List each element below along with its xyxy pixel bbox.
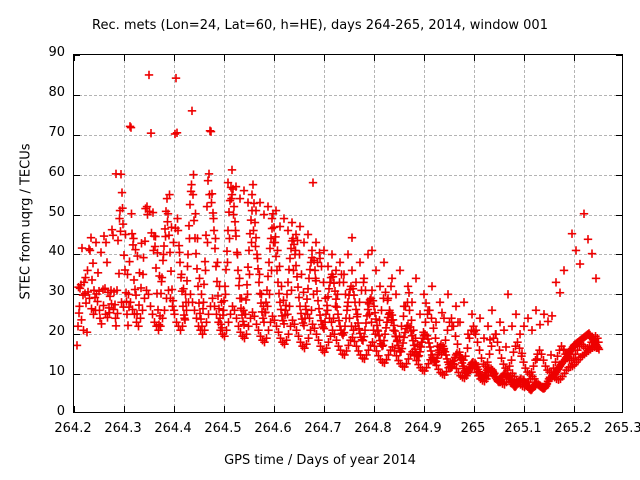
y-tick-label: 60 [48,164,65,180]
x-tick-label: 264.4 [154,421,192,436]
x-axis-tick [74,406,75,412]
gridline-horizontal [74,174,622,176]
y-axis-tick [616,94,622,96]
x-tick-label: 264.3 [104,421,142,436]
y-axis-tick [74,214,80,216]
x-axis-tick [374,406,375,412]
y-tick-label: 30 [48,284,65,300]
y-tick-label: 50 [48,204,65,220]
y-axis-tick [616,254,622,256]
scatter-markers [74,70,604,395]
y-axis-tick [616,214,622,216]
y-axis-tick [74,254,80,256]
gridline-vertical [224,55,225,412]
y-axis-tick [616,294,622,296]
x-axis-tick [474,406,475,412]
x-axis-tick [524,55,525,61]
x-axis-tick [474,55,475,61]
y-tick-label: 20 [48,324,65,340]
plot-area [73,54,623,413]
y-axis-tick [616,334,622,336]
gridline-vertical [274,55,275,412]
gridline-vertical [324,55,325,412]
gridline-vertical [524,55,525,412]
gridline-horizontal [74,294,622,296]
x-axis-tick [424,406,425,412]
x-axis-tick [374,55,375,61]
x-axis-tick [524,406,525,412]
x-tick-label: 265.2 [554,421,592,436]
x-axis-label: GPS time / Days of year 2014 [224,453,416,468]
x-axis-tick [124,406,125,412]
y-tick-label: 90 [48,45,65,60]
y-axis-tick [74,174,80,176]
gridline-vertical [574,55,575,412]
y-axis-tick [74,334,80,336]
gridline-vertical [424,55,425,412]
x-axis-tick [274,55,275,61]
x-tick-label: 264.5 [204,421,242,436]
x-tick-label: 264.9 [404,421,442,436]
y-axis-tick [616,374,622,376]
gridline-vertical [174,55,175,412]
x-axis-tick [174,406,175,412]
gridline-vertical [124,55,125,412]
gridline-horizontal [74,254,622,256]
gridline-horizontal [74,334,622,336]
gridline-vertical [374,55,375,412]
x-tick-label: 264.8 [354,421,392,436]
x-axis-tick [574,55,575,61]
gridline-horizontal [74,134,622,136]
x-axis-tick [574,406,575,412]
y-axis-tick [616,55,622,56]
y-axis-tick [616,134,622,136]
y-axis-tick [74,55,80,56]
x-axis-tick [274,406,275,412]
x-axis-tick [424,55,425,61]
gridline-horizontal [74,214,622,216]
y-tick-label: 70 [48,124,65,140]
gridline-horizontal [74,94,622,96]
y-axis-tick [74,294,80,296]
y-axis-tick [616,174,622,176]
y-axis-tick [74,94,80,96]
x-axis-tick [174,55,175,61]
x-tick-label: 265.1 [504,421,542,436]
x-axis-tick [224,55,225,61]
x-axis-tick [224,406,225,412]
x-tick-label: 264.6 [254,421,292,436]
y-tick-label: 40 [48,244,65,260]
y-tick-label: 10 [48,364,65,380]
x-tick-label: 265.3 [604,421,640,436]
y-tick-label: 0 [56,404,65,419]
gridline-horizontal [74,374,622,376]
x-axis-tick [324,55,325,61]
chart-title: Rec. mets (Lon=24, Lat=60, h=HE), days 2… [92,18,548,33]
x-axis-tick [124,55,125,61]
y-axis-tick [74,374,80,376]
y-tick-label: 80 [48,84,65,100]
x-axis-tick [74,55,75,61]
x-tick-label: 264.2 [54,421,92,436]
y-axis-tick [74,134,80,136]
x-axis-tick [324,406,325,412]
x-tick-label: 265 [460,421,486,436]
x-tick-label: 264.7 [304,421,342,436]
gridline-vertical [474,55,475,412]
